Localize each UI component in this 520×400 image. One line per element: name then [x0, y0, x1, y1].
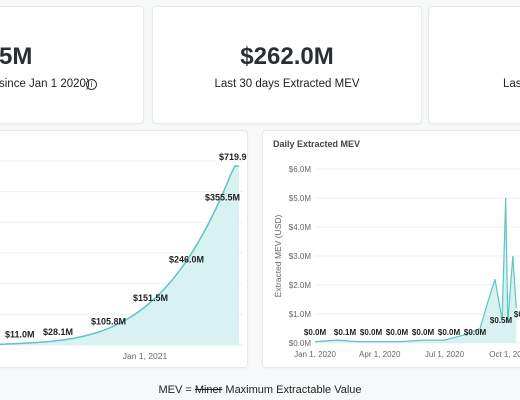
cumulative-chart-card: $11.0M $28.1M $105.8M $151.5M $246.0M $355.5M… [0, 130, 248, 368]
data-label: $0.5M [490, 316, 513, 325]
data-label: $11.0M [5, 330, 35, 340]
stat-card-third: Last [428, 6, 520, 124]
footer-struck-word: Miner [194, 384, 223, 396]
stat-30days-value: $262.0M [240, 43, 334, 70]
x-tick-label: Jan 1, 2020 [294, 350, 336, 359]
daily-chart-title: Daily Extracted MEV [273, 139, 361, 149]
x-tick-label: Jan 1, 2021 [123, 351, 168, 361]
x-tick-label: Apr 1, 2020 [359, 350, 401, 359]
y-tick-label: $1.0M [289, 310, 312, 319]
stat-card-30days: $262.0M Last 30 days Extracted MEV [152, 6, 422, 124]
data-label: $0.0M [304, 328, 327, 337]
mev-definition: MEV = Miner Maximum Extractable Value [0, 384, 520, 396]
data-label: $0.7M [514, 310, 520, 319]
data-label: $355.5M [205, 192, 240, 202]
stat-total-label: since Jan 1 2020) [0, 78, 90, 90]
cumulative-area [0, 166, 239, 345]
footer-prefix: MEV = [158, 384, 195, 396]
data-label: $0.0M [386, 328, 409, 337]
stat-30days-label: Last 30 days Extracted MEV [214, 78, 360, 90]
x-tick-label: Jul 1, 2020 [425, 350, 465, 359]
stat-total-value: 5M [0, 43, 33, 70]
data-label: $0.0M [412, 328, 435, 337]
stat-card-total: 5M since Jan 1 2020) i [0, 6, 144, 124]
cumulative-line [0, 165, 239, 346]
daily-chart-card: Daily Extracted MEV $0.0M $1.0M $2.0M $3.0M… [262, 130, 520, 368]
y-axis-label: Extracted MEV (USD) [273, 215, 283, 298]
daily-area [315, 198, 517, 343]
daily-mev-chart: $0.0M $1.0M $2.0M $3.0M $4.0M $5.0M $6.0M Extra… [273, 165, 520, 359]
data-label: $719.9M [219, 152, 247, 162]
y-tick-label: $2.0M [289, 281, 312, 290]
data-label: $151.5M [133, 293, 168, 303]
data-label: $105.8M [91, 316, 126, 326]
data-label: $0.0M [464, 328, 487, 337]
info-icon[interactable]: i [86, 79, 97, 90]
daily-line [314, 197, 517, 343]
stat-third-label: Last [503, 78, 520, 90]
y-tick-label: $3.0M [289, 252, 312, 261]
y-tick-label: $6.0M [289, 165, 312, 174]
data-label: $28.1M [43, 327, 73, 337]
data-label: $246.0M [169, 255, 204, 265]
x-tick-label: Oct 1, 2020 [489, 350, 520, 359]
y-tick-label: $5.0M [289, 194, 312, 203]
data-label: $0.0M [438, 328, 461, 337]
y-tick-label: $0.0M [289, 339, 312, 348]
data-label: $0.0M [360, 328, 383, 337]
data-label: $0.1M [334, 328, 357, 337]
footer-rest: Maximum Extractable Value [222, 384, 362, 396]
cumulative-mev-chart: $11.0M $28.1M $105.8M $151.5M $246.0M $355.5M… [0, 152, 247, 361]
y-tick-label: $4.0M [289, 223, 312, 232]
